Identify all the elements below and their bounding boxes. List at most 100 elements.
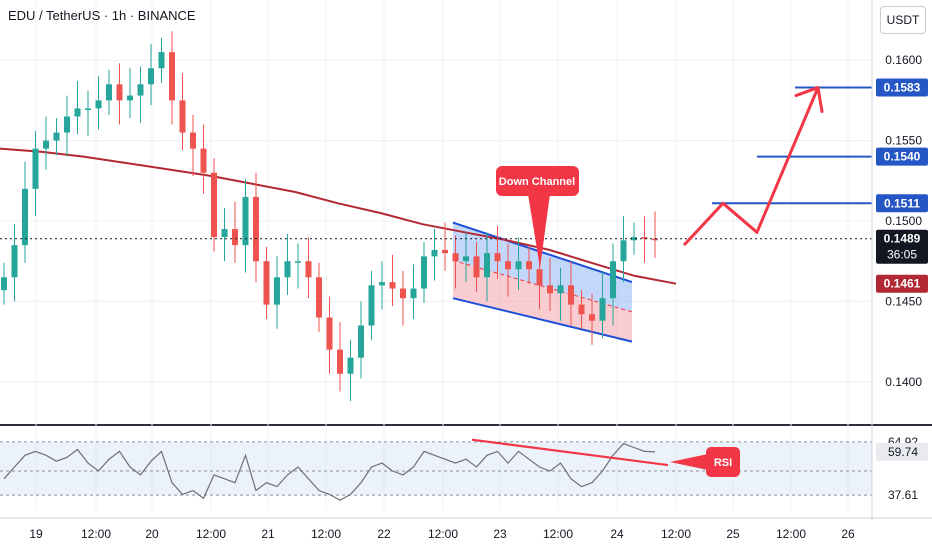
candle-body: [53, 132, 60, 141]
y-tick-label: 0.1400: [885, 375, 922, 389]
candle-body: [106, 84, 112, 101]
candle-body: [410, 288, 417, 299]
candle-body: [137, 84, 144, 96]
rsi-panel: [0, 438, 872, 501]
currency-button[interactable]: USDT: [880, 6, 926, 34]
price-label-box: [876, 78, 928, 97]
candle-body: [11, 245, 18, 278]
candles-layer: [0, 31, 872, 402]
candle-body: [274, 277, 280, 305]
rsi-tick-label: 59.74: [888, 445, 918, 459]
candle-body: [316, 277, 322, 318]
candle-body: [431, 249, 438, 257]
candle-body: [578, 304, 585, 315]
price-label-text: 0.1511: [884, 196, 920, 210]
candle-body: [536, 269, 543, 286]
candle-body: [64, 116, 70, 133]
target-levels: [712, 86, 872, 205]
candle-body: [620, 240, 627, 262]
rsi-divergence-line: [471, 438, 669, 467]
rsi-band: [0, 441, 872, 496]
candle-body: [631, 237, 637, 241]
candle-body: [515, 261, 522, 270]
candle-body: [368, 285, 375, 326]
candle-body: [221, 229, 228, 238]
candle-body: [284, 261, 291, 278]
candle-body: [610, 261, 616, 299]
candle-body: [442, 249, 448, 254]
chart-title: EDU / TetherUS · 1h · BINANCE: [8, 8, 196, 23]
candle-body: [190, 132, 196, 149]
price-label-text: 0.1489: [884, 232, 921, 246]
y-tick-label: 0.1600: [885, 53, 922, 67]
candle-body: [589, 314, 595, 321]
x-tick-label: 12:00: [543, 527, 573, 541]
x-tick-label: 12:00: [428, 527, 458, 541]
candle-body: [127, 95, 133, 101]
candle-body: [599, 298, 606, 321]
price-panel-bg: [0, 0, 872, 422]
candle-body: [295, 261, 301, 263]
candle-body: [421, 256, 427, 289]
price-label-text: 0.1461: [884, 277, 921, 291]
x-tick-label: 25: [726, 527, 740, 541]
candle-body: [400, 288, 406, 299]
rsi-value-box: [876, 442, 928, 461]
candle-body: [116, 84, 123, 101]
price-label-box: [876, 274, 928, 293]
candle-body: [505, 261, 511, 270]
candle-body: [452, 253, 459, 262]
projection-line: [682, 86, 820, 247]
rsi-callout-box: [706, 447, 740, 477]
x-tick-label: 12:00: [776, 527, 806, 541]
x-tick-label: 12:00: [196, 527, 226, 541]
annotations-layer: Down Channel RSI: [496, 166, 740, 477]
candle-body: [32, 148, 39, 189]
x-tick-label: 20: [145, 527, 159, 541]
candle-body: [263, 261, 270, 305]
price-label-box: [876, 229, 928, 264]
price-label-text: 0.1540: [884, 150, 921, 164]
candle-body: [347, 357, 354, 374]
candle-body: [148, 68, 154, 85]
x-tick-label: 19: [29, 527, 43, 541]
x-tick-label: 22: [377, 527, 391, 541]
price-label-text: 0.1583: [884, 81, 921, 95]
candle-body: [95, 100, 102, 109]
candle-body: [641, 237, 648, 239]
candle-body: [211, 172, 217, 238]
rsi-tick-label: 37.61: [888, 488, 918, 502]
down-channel-callout-box: [496, 166, 579, 196]
candle-body: [242, 196, 249, 246]
candle-body: [484, 253, 490, 278]
candle-body: [85, 108, 91, 110]
y-tick-label: 0.1500: [885, 214, 922, 228]
ma-line: [0, 147, 677, 285]
candle-body: [337, 349, 343, 374]
candle-body: [379, 282, 385, 286]
price-label-box: [876, 194, 928, 213]
candle-body: [179, 100, 186, 133]
x-tick-label: 24: [610, 527, 624, 541]
candle-body: [74, 108, 81, 117]
candle-body: [358, 325, 364, 358]
candle-body: [463, 256, 469, 262]
candle-body: [389, 282, 396, 289]
moving-average-line: [0, 147, 677, 285]
candle-body: [1, 277, 7, 291]
candle-body: [43, 140, 49, 149]
x-tick-label: 12:00: [311, 527, 341, 541]
candle-body: [326, 317, 333, 350]
x-tick-label: 12:00: [81, 527, 111, 541]
candle-body: [547, 285, 553, 294]
rsi-callout-pointer: [670, 454, 708, 470]
y-tick-label: 0.1550: [885, 134, 922, 148]
candle-body: [158, 52, 165, 69]
candle-body: [232, 229, 238, 246]
projection-path: [682, 86, 824, 247]
countdown-text: 36:05: [887, 248, 917, 262]
down-channel-callout-pointer: [528, 194, 550, 268]
candle-body: [22, 188, 28, 246]
